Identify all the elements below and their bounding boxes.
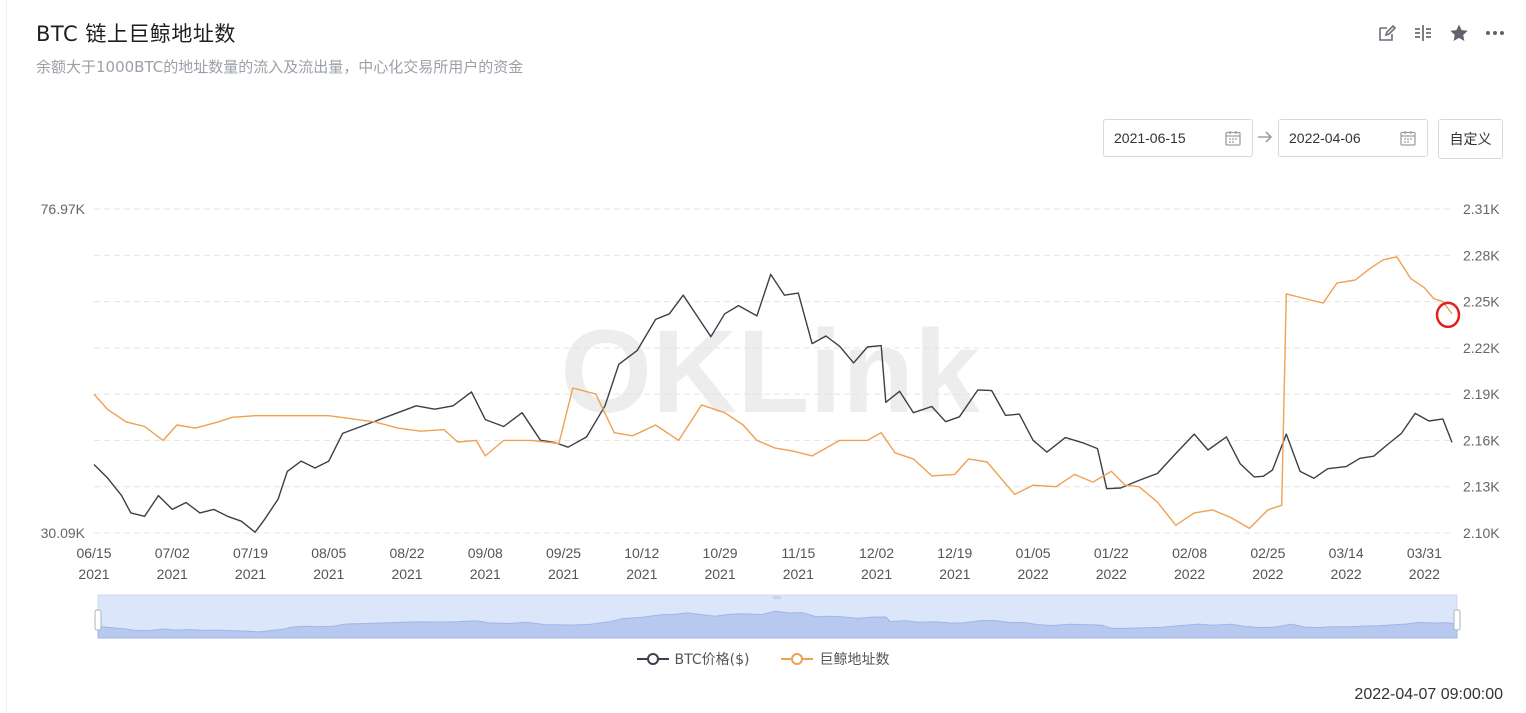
range-drag-grip[interactable] (773, 596, 781, 599)
y-right-tick-label: 2.10K (1463, 525, 1500, 541)
line-chart: OKLink 2.31K 2.28K 2.25K 2.22K 2.19K 2.16K 2.13… (41, 201, 1500, 639)
x-tick-label-year: 2021 (548, 566, 579, 582)
update-timestamp: 2022-04-07 09:00:00 (1354, 686, 1503, 703)
x-tick-label-year: 2021 (78, 566, 109, 582)
end-date-picker[interactable]: 2022-04-06 (1278, 119, 1428, 157)
y-left-tick-label: 76.97K (41, 201, 86, 217)
y-right-tick-label: 2.25K (1463, 294, 1500, 310)
x-tick-label-year: 2021 (157, 566, 188, 582)
star-icon[interactable] (1448, 22, 1470, 44)
highlight-circle (1435, 301, 1461, 329)
x-tick-label-year: 2022 (1409, 566, 1440, 582)
x-tick-label-date: 10/12 (624, 545, 659, 561)
x-tick-label-year: 2021 (626, 566, 657, 582)
x-tick-label-date: 12/19 (937, 545, 972, 561)
x-tick-label-date: 03/14 (1329, 545, 1364, 561)
x-tick-label-year: 2022 (1331, 566, 1362, 582)
x-tick-label-year: 2021 (391, 566, 422, 582)
x-tick-label-year: 2021 (783, 566, 814, 582)
range-handle-left[interactable] (94, 609, 102, 631)
x-tick-label-year: 2021 (235, 566, 266, 582)
x-tick-label-date: 02/08 (1172, 545, 1207, 561)
calendar-icon (1225, 131, 1241, 146)
x-tick-label-date: 02/25 (1250, 545, 1285, 561)
navigator-preview-area (97, 610, 1458, 639)
chart-legend: BTC价格($) 巨鲸地址数 (0, 649, 1526, 669)
edit-icon[interactable] (1376, 22, 1398, 44)
compare-icon[interactable] (1412, 22, 1434, 44)
start-date-picker[interactable]: 2021-06-15 (1103, 119, 1253, 157)
x-tick-label-date: 10/29 (703, 545, 738, 561)
x-tick-label-date: 12/02 (859, 545, 894, 561)
legend-label-whales: 巨鲸地址数 (819, 652, 890, 668)
page-subtitle: 余额大于1000BTC的地址数量的流入及流出量，中心化交易所用户的资金 (36, 58, 524, 76)
y-left-tick-label: 30.09K (41, 525, 86, 541)
calendar-icon (1400, 131, 1416, 146)
y-right-tick-label: 2.22K (1463, 340, 1500, 356)
x-tick-label-year: 2022 (1096, 566, 1127, 582)
range-handle-right[interactable] (1453, 609, 1461, 631)
btc-price-line (93, 273, 1453, 533)
x-tick-label-year: 2021 (313, 566, 344, 582)
x-tick-label-year: 2021 (939, 566, 970, 582)
x-tick-label-year: 2021 (470, 566, 501, 582)
whale-address-line (93, 256, 1453, 530)
frame-border (6, 0, 7, 713)
chart-toolbar (1376, 22, 1506, 44)
y-right-tick-label: 2.13K (1463, 479, 1500, 495)
page-title: BTC 链上巨鲸地址数 (36, 22, 236, 46)
x-tick-label-date: 06/15 (76, 545, 111, 561)
x-tick-label-year: 2021 (861, 566, 892, 582)
arrow-right-icon (1258, 131, 1273, 143)
y-right-tick-label: 2.28K (1463, 247, 1500, 263)
x-tick-label-date: 08/05 (311, 545, 346, 561)
x-tick-label-year: 2022 (1252, 566, 1283, 582)
watermark: OKLink (560, 306, 980, 438)
x-tick-label-date: 01/05 (1016, 545, 1051, 561)
x-tick-label-date: 09/08 (468, 545, 503, 561)
x-tick-label-year: 2022 (1018, 566, 1049, 582)
x-tick-label-year: 2021 (704, 566, 735, 582)
y-right-tick-label: 2.16K (1463, 432, 1500, 448)
x-tick-label-date: 03/31 (1407, 545, 1442, 561)
legend-item-whales[interactable]: 巨鲸地址数 (781, 649, 889, 669)
x-tick-label-date: 01/22 (1094, 545, 1129, 561)
legend-item-price[interactable]: BTC价格($) (636, 649, 750, 669)
custom-range-button[interactable]: 自定义 (1438, 119, 1503, 159)
end-date-value: 2022-04-06 (1289, 130, 1361, 146)
y-right-tick-label: 2.31K (1463, 201, 1500, 217)
y-right-tick-label: 2.19K (1463, 386, 1500, 402)
x-tick-label-year: 2022 (1174, 566, 1205, 582)
x-tick-label-date: 11/15 (781, 545, 815, 561)
x-tick-label-date: 07/02 (155, 545, 190, 561)
more-icon[interactable] (1484, 22, 1506, 44)
x-tick-label-date: 07/19 (233, 545, 268, 561)
start-date-value: 2021-06-15 (1114, 130, 1186, 146)
x-tick-label-date: 08/22 (390, 545, 425, 561)
legend-label-price: BTC价格($) (674, 652, 750, 668)
x-tick-label-date: 09/25 (546, 545, 581, 561)
